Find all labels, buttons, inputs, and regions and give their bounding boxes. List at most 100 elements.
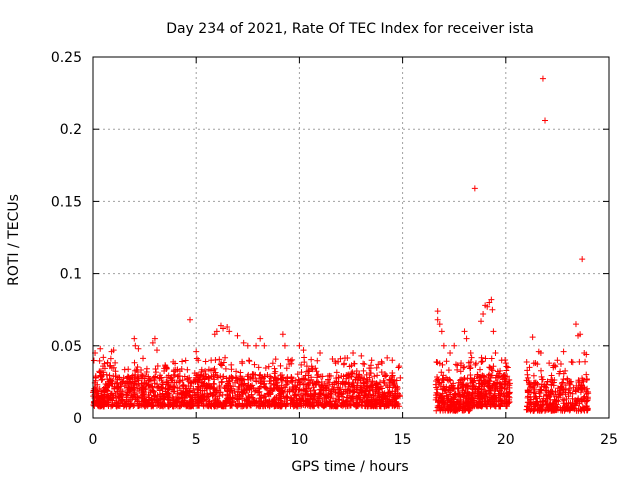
data-point — [475, 390, 482, 397]
data-point — [487, 385, 494, 392]
data-point — [318, 379, 325, 386]
data-point — [230, 383, 237, 390]
data-point — [302, 372, 309, 379]
data-point — [580, 378, 587, 385]
data-point — [301, 387, 308, 394]
data-point — [474, 371, 481, 378]
data-point — [214, 389, 221, 396]
data-point — [436, 402, 443, 409]
data-point — [555, 394, 562, 401]
data-point — [373, 380, 380, 387]
data-point — [556, 391, 563, 398]
data-point — [180, 390, 187, 397]
x-tick-label: 20 — [497, 432, 515, 448]
data-point — [241, 376, 248, 383]
data-point — [99, 395, 106, 402]
data-point — [527, 407, 534, 414]
data-point — [115, 374, 122, 381]
data-point — [114, 384, 121, 391]
data-point — [285, 356, 292, 363]
data-point — [523, 358, 530, 365]
data-point — [103, 371, 110, 378]
data-point — [106, 381, 113, 388]
data-point — [434, 308, 441, 315]
data-point — [368, 394, 375, 401]
data-point — [557, 390, 564, 397]
data-point — [273, 377, 280, 384]
data-point — [320, 402, 327, 409]
data-point — [335, 397, 342, 404]
data-point — [101, 391, 108, 398]
data-point — [339, 393, 346, 400]
data-point — [492, 350, 499, 357]
data-point — [97, 373, 104, 380]
data-point — [376, 379, 383, 386]
data-point — [133, 366, 140, 373]
data-point — [139, 398, 146, 405]
data-point — [458, 382, 465, 389]
data-point — [314, 374, 321, 381]
data-point — [155, 385, 162, 392]
data-point — [436, 321, 443, 328]
data-point — [490, 363, 497, 370]
data-point — [447, 403, 454, 410]
data-point — [165, 386, 172, 393]
data-point — [229, 375, 236, 382]
data-point — [272, 356, 279, 363]
data-point — [278, 403, 285, 410]
data-point — [220, 403, 227, 410]
data-point — [348, 370, 355, 377]
data-point — [162, 363, 169, 370]
data-point — [526, 364, 533, 371]
data-point — [550, 391, 557, 398]
data-point — [199, 391, 206, 398]
data-point — [120, 378, 127, 385]
data-point — [369, 386, 376, 393]
data-point — [165, 379, 172, 386]
data-point — [543, 392, 550, 399]
data-point — [154, 383, 161, 390]
data-point — [106, 376, 113, 383]
data-point — [576, 358, 583, 365]
data-point — [537, 386, 544, 393]
data-point — [95, 397, 102, 404]
data-point — [216, 384, 223, 391]
data-point — [471, 185, 478, 192]
data-point — [498, 397, 505, 404]
data-point — [264, 372, 271, 379]
data-point — [369, 399, 376, 406]
data-point — [202, 358, 209, 365]
data-point — [322, 385, 329, 392]
data-point — [316, 393, 323, 400]
data-point — [358, 384, 365, 391]
data-point — [312, 381, 319, 388]
data-point — [291, 392, 298, 399]
data-point — [258, 374, 265, 381]
data-point — [350, 350, 357, 357]
data-point — [327, 373, 334, 380]
data-point — [133, 382, 140, 389]
data-point — [244, 373, 251, 380]
data-point — [446, 376, 453, 383]
data-point — [471, 397, 478, 404]
data-point — [547, 388, 554, 395]
data-point — [350, 399, 357, 406]
data-point — [150, 388, 157, 395]
data-point — [197, 387, 204, 394]
y-axis-label: ROTI / TECUs — [6, 194, 22, 286]
data-point — [357, 377, 364, 384]
data-point — [247, 375, 254, 382]
data-point — [131, 335, 138, 342]
data-point — [203, 398, 210, 405]
data-point — [432, 392, 439, 399]
data-point — [94, 390, 101, 397]
data-point — [472, 360, 479, 367]
data-point — [212, 399, 219, 406]
data-point — [212, 393, 219, 400]
data-point — [110, 364, 117, 371]
data-point — [205, 366, 212, 373]
data-point — [482, 355, 489, 362]
data-point — [336, 396, 343, 403]
data-point — [289, 385, 296, 392]
data-point — [153, 396, 160, 403]
